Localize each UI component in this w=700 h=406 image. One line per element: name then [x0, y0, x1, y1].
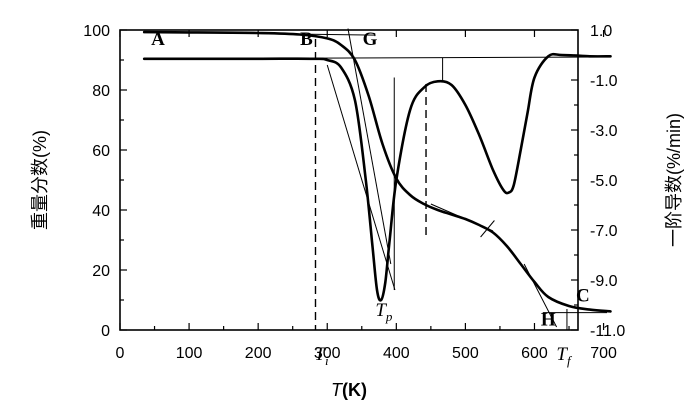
y-left-tick-label: 100	[83, 23, 110, 40]
y-right-tick-label: -11.0	[590, 323, 625, 340]
y-right-tick-label: -1.0	[590, 73, 618, 90]
point-label-a: A	[151, 29, 165, 50]
tangent-line	[326, 64, 396, 291]
y-right-tick-label: -9.0	[590, 273, 618, 290]
x-tick-label: 0	[116, 345, 125, 362]
x-tick-label: 600	[521, 345, 548, 362]
x-tick-label: 300	[314, 345, 341, 362]
x-tick-label: 200	[245, 345, 272, 362]
x-tick-label: 500	[452, 345, 479, 362]
derivative-curve	[142, 52, 612, 302]
y-left-tick-label: 60	[92, 143, 110, 160]
tp-label: Tp	[375, 300, 393, 324]
y-right-axis-label: 一阶导数(%/min)	[664, 113, 684, 247]
y-right-tick-label: 1.0	[590, 23, 612, 40]
y-right-tick-label: -3.0	[590, 123, 618, 140]
weight-curve	[142, 30, 612, 313]
tangent-line	[347, 28, 392, 265]
y-left-tick-label: 20	[92, 263, 110, 280]
plot-frame	[119, 29, 579, 331]
y-right-tick-label: -7.0	[590, 223, 618, 240]
point-label-h: H	[541, 310, 556, 331]
y-left-tick-label: 80	[92, 83, 110, 100]
x-tick-label: 100	[176, 345, 203, 362]
y-right-tick-label: -5.0	[590, 173, 618, 190]
point-label-b: B	[300, 29, 313, 50]
y-left-axis-label: 重量分数(%)	[30, 130, 50, 230]
ti-label: Ti	[314, 344, 329, 368]
x-tick-label: 400	[383, 345, 410, 362]
point-label-g: G	[363, 29, 378, 50]
point-label-c: C	[576, 286, 590, 307]
tf-label: Tf	[556, 344, 573, 368]
x-axis-label: T(K)	[331, 380, 367, 400]
y-left-tick-label: 40	[92, 203, 110, 220]
y-left-tick-label: 0	[101, 323, 110, 340]
x-tick-label: 700	[590, 345, 617, 362]
